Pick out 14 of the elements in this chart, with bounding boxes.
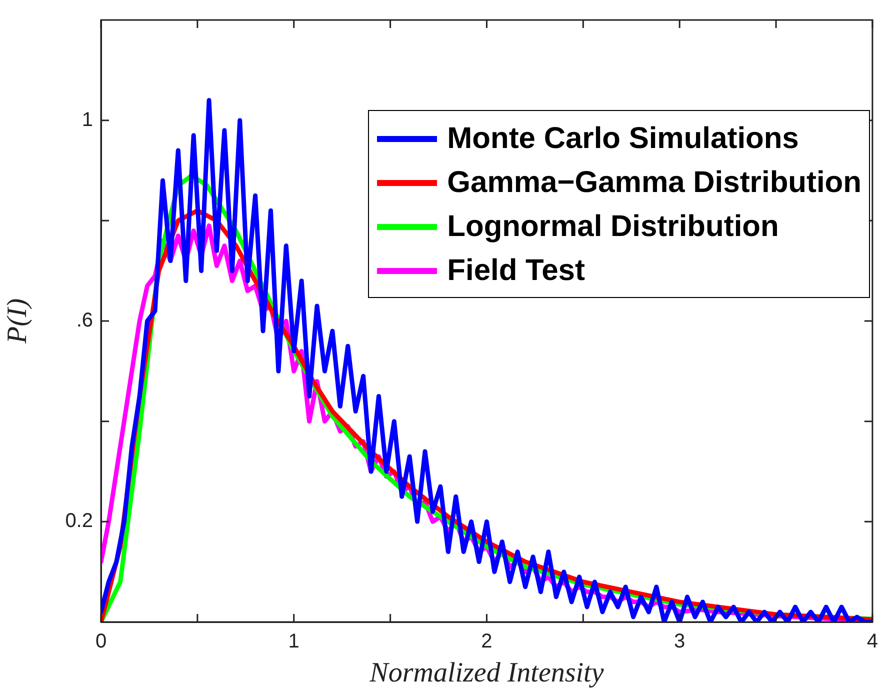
y-tick-label: 0.2 (65, 510, 93, 532)
x-tick-label: 1 (288, 630, 300, 653)
legend-label: Field Test (447, 254, 585, 288)
y-tick-label: .6 (76, 310, 93, 332)
y-tick-label: 1 (82, 108, 93, 131)
x-tick-label: 0 (95, 630, 107, 653)
x-axis-title: Normalized Intensity (368, 658, 604, 689)
x-tick-label: 4 (866, 630, 878, 653)
legend-label: Gamma−Gamma Distribution (447, 166, 862, 200)
x-tick-label: 3 (674, 630, 686, 653)
x-tick-label: 2 (481, 630, 492, 653)
legend-label: Monte Carlo Simulations (447, 122, 799, 156)
y-axis-title: P(I) (2, 298, 34, 345)
legend-label: Lognormal Distribution (447, 210, 779, 244)
